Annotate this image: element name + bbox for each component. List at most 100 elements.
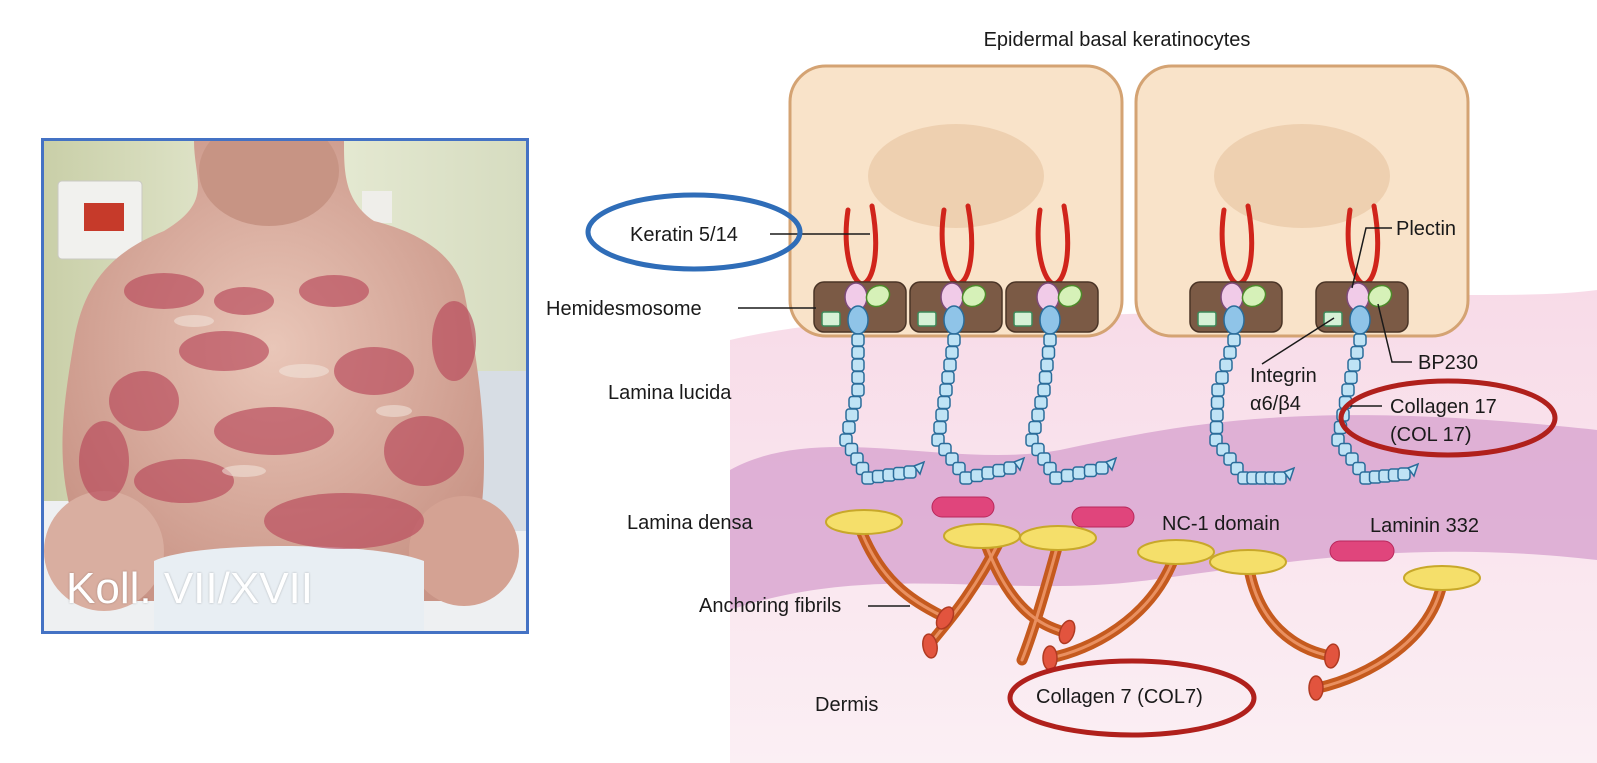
label-integrin-subunits: α6/β4 [1250,393,1301,415]
nc1-domain [825,509,903,535]
collagen-17-bead [1210,395,1225,410]
patient-back-illustration [44,141,526,631]
integrin-alpha6-shape [917,311,937,327]
bp230-shape [865,284,891,308]
bp230-shape [1367,284,1393,308]
collagen-17-bead [992,463,1006,478]
bp230-shape [1241,284,1267,308]
photo-caption: Koll. VII/XVII [66,564,313,613]
integrin-beta4-shape [1039,305,1061,335]
label-keratin: Keratin 5/14 [630,224,738,246]
collagen-17-bead [981,466,995,480]
collagen-17-bead [970,468,984,483]
col7-highlight-oval [1007,658,1257,738]
integrin-alpha6-shape [821,311,841,327]
keratinocyte-cell-right [1134,64,1470,338]
hemidesmosome-complex [813,203,926,485]
nc1-domain [1137,539,1215,565]
fibril-end [922,633,938,659]
collagen-17-bead [1209,420,1224,435]
collagen-17-bead [1083,463,1098,478]
collagen-17-tip [1012,456,1026,472]
nucleus-right [1214,124,1390,228]
fibril-end [935,606,955,630]
label-nc1-domain: NC-1 domain [1162,513,1280,535]
hemidesmosome-complex [1005,203,1118,485]
collagen-17-bead [851,370,865,385]
collagen-17-bead [933,420,947,435]
nc1-domain [943,523,1021,549]
integrin-beta4-shape [943,305,965,335]
keratin-highlight-oval [585,192,803,272]
collagen-17-bead [1350,345,1364,360]
col17-highlight-oval [1338,378,1558,458]
collagen-17-bead [1227,333,1241,347]
collagen-17-bead [941,370,955,385]
fibril-end [1042,645,1058,671]
bp230-shape [961,284,987,308]
anchoring-fibrils-group [854,522,1448,701]
collagen-17-chain [1025,333,1118,485]
fibril-end [1308,675,1324,701]
collagen-17-tip [1282,466,1296,482]
collagen-17-chain [839,333,926,485]
collagen-17-bead [1072,466,1086,480]
collagen-17-chain [1209,333,1296,485]
hemidesmosome-complex [909,203,1026,485]
collagen-17-bead [851,358,865,372]
label-integrin: Integrin [1250,365,1317,387]
label-lamina-densa: Lamina densa [627,512,754,534]
label-col7: Collagen 7 (COL7) [1036,686,1203,708]
label-dermis: Dermis [815,694,878,716]
collagen-17-bead [939,383,953,397]
collagen-17-bead [842,420,856,435]
collagen-17-bead [1353,333,1367,347]
collagen-17-bead [1037,383,1051,397]
collagen-17-tip [1104,456,1118,472]
collagen-17-bead [903,465,917,479]
integrin-beta4-shape [1223,305,1245,335]
collagen-17-bead [1397,467,1411,481]
nc1-domain [1403,565,1481,591]
nucleus-left [868,124,1044,228]
integrin-beta4-shape [847,305,869,335]
leader-lines [738,227,1412,607]
fibril-end [1324,643,1340,669]
clinical-photo: Koll. VII/XVII [41,138,529,634]
collagen-17-bead [851,345,865,360]
collagen-17-bead [1031,408,1045,422]
diagram-title: Epidermal basal keratinocytes [984,29,1251,51]
collagen-17-bead [1041,345,1056,360]
collagen-17-bead [1223,345,1237,360]
collagen-17-chain [931,333,1026,485]
collagen-17-tip [912,460,926,476]
integrin-beta4-shape [1349,305,1371,335]
collagen-17-bead [1273,471,1287,485]
label-col17: Collagen 17 [1390,396,1497,418]
nc1-domain [1019,525,1097,551]
collagen-17-bead [1095,461,1109,475]
collagen-17-bead [947,333,961,347]
label-hemidesmosome: Hemidesmosome [546,298,702,320]
label-lamina-lucida: Lamina lucida [608,382,732,404]
laminin-332-group [931,496,1395,562]
collagen-17-bead [1003,461,1017,475]
nc1-domain [1209,549,1287,575]
hemidesmosome-complex [1315,203,1420,485]
collagen-17-bead [1215,370,1229,385]
collagen-17-bead [851,383,865,397]
collagen-17-bead [935,408,949,422]
label-bp230: BP230 [1418,352,1478,374]
collagen-17-bead [1043,333,1057,347]
integrin-alpha6-shape [1013,311,1033,327]
collagen-17-bead [1034,395,1048,410]
collagen-17-bead [937,395,951,410]
label-col17-abbrev: (COL 17) [1390,424,1472,446]
collagen-17-bead [1341,383,1355,397]
collagen-17-bead [848,395,862,410]
laminin-332-bar [1329,540,1395,562]
laminin-332-bar [1071,506,1135,528]
collagen-17-bead [1038,370,1053,385]
collagen-17-bead [1344,370,1358,385]
